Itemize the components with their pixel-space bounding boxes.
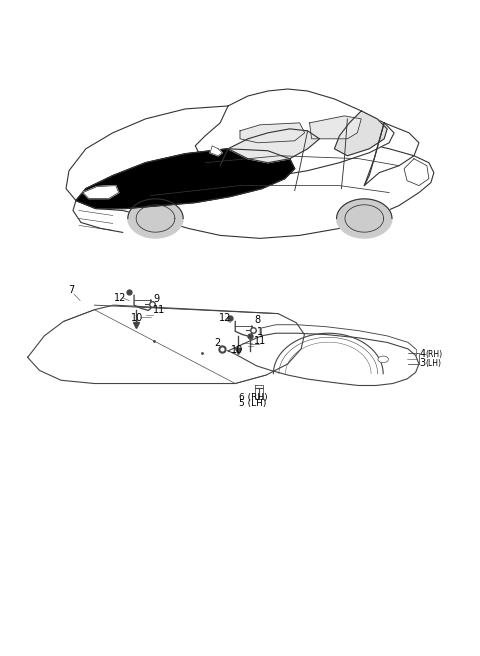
Polygon shape [195, 89, 394, 176]
Text: 12: 12 [114, 293, 126, 302]
Polygon shape [76, 149, 295, 209]
Polygon shape [228, 333, 419, 386]
Polygon shape [66, 106, 434, 238]
Polygon shape [128, 199, 183, 238]
Polygon shape [228, 129, 320, 163]
Text: (LH): (LH) [425, 359, 441, 368]
Polygon shape [335, 111, 387, 155]
Text: 2: 2 [214, 338, 220, 348]
Text: 7: 7 [68, 285, 74, 295]
Text: 11: 11 [153, 305, 166, 315]
Ellipse shape [378, 356, 388, 363]
Text: (RH): (RH) [425, 350, 442, 359]
Text: 9: 9 [153, 294, 159, 304]
Polygon shape [210, 146, 222, 155]
Polygon shape [83, 186, 119, 199]
Text: 12: 12 [218, 314, 231, 323]
Text: 10: 10 [131, 314, 144, 323]
Polygon shape [28, 305, 304, 384]
Text: 5 (LH): 5 (LH) [239, 400, 266, 409]
Polygon shape [404, 159, 429, 186]
Text: 6 (RH): 6 (RH) [239, 393, 267, 402]
Text: 8: 8 [254, 315, 261, 325]
Text: 3: 3 [420, 358, 426, 368]
Text: 11: 11 [254, 337, 266, 346]
Text: 4: 4 [420, 350, 426, 359]
Text: 1: 1 [257, 327, 263, 337]
Text: 10: 10 [231, 345, 244, 355]
Polygon shape [310, 116, 361, 139]
Polygon shape [336, 199, 392, 238]
Polygon shape [240, 123, 305, 143]
